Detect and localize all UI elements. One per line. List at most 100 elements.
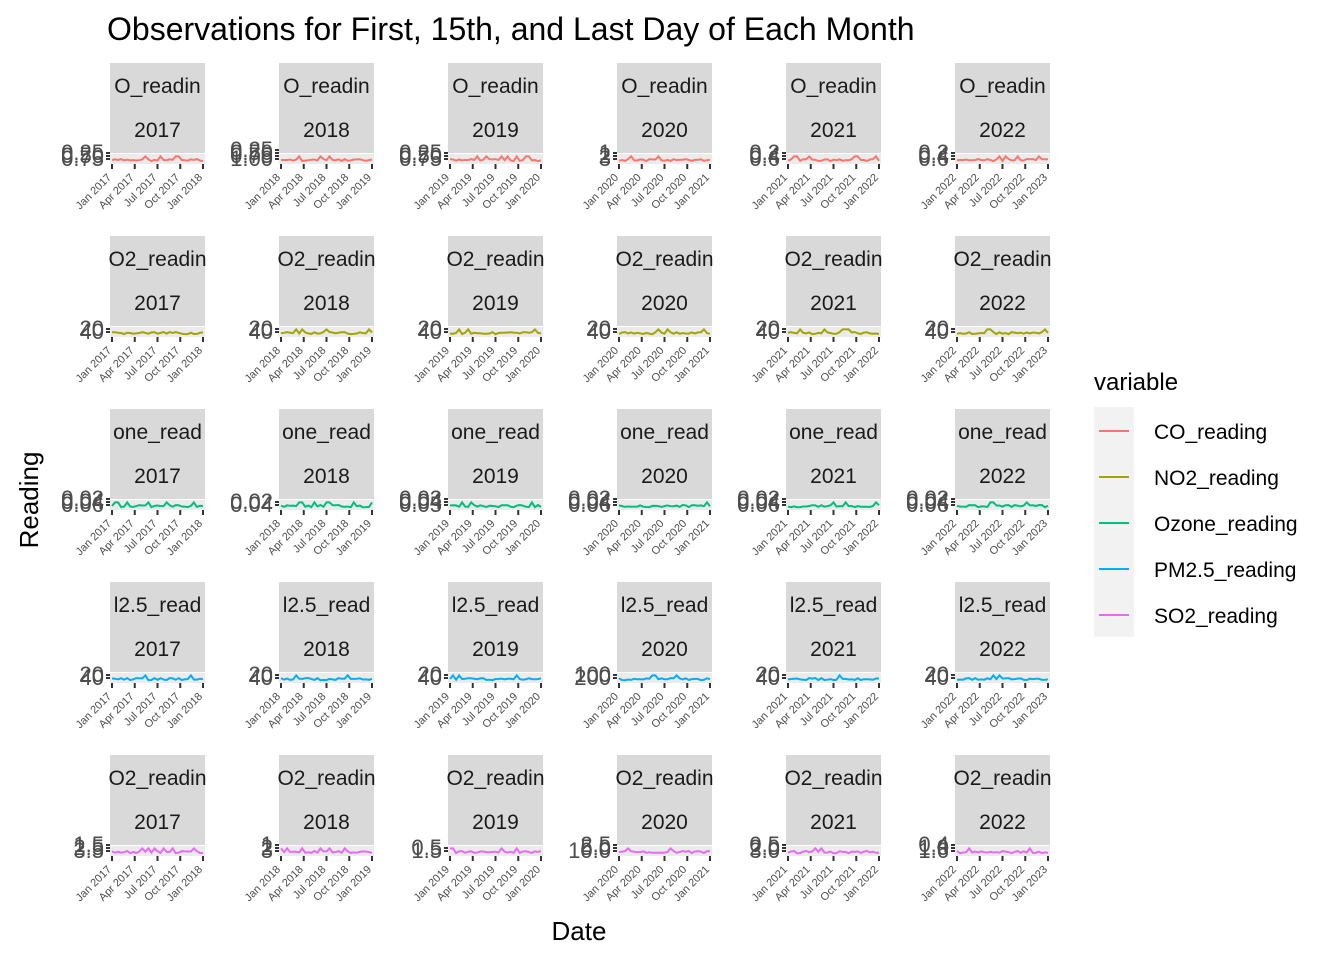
- y-tick-label: 0.04: [568, 489, 611, 514]
- facet-strip-year: 2022: [979, 638, 1026, 661]
- facet-strip-year: 2021: [810, 119, 857, 142]
- y-tick-label: 0.04: [230, 492, 273, 517]
- facet-strip: [617, 236, 712, 326]
- y-tick-label: 0.06: [737, 492, 780, 517]
- facet-strip-variable: l2.5_read: [790, 594, 878, 617]
- facet-strip: [448, 409, 543, 499]
- facet-strip: [448, 63, 543, 153]
- y-tick-label: 0.04: [737, 489, 780, 514]
- facet-strip-year: 2017: [134, 119, 181, 142]
- y-tick-label: 0.75: [61, 146, 104, 171]
- y-tick-label: 20: [418, 316, 442, 341]
- y-tick-label: 0.50: [61, 143, 104, 168]
- facet-strip-variable: O2_readin: [277, 767, 375, 790]
- y-tick-label: 0.25: [399, 140, 442, 165]
- facet-strip-variable: l2.5_read: [114, 594, 202, 617]
- facet-strip: [955, 582, 1050, 672]
- series-line: [111, 500, 204, 509]
- series-line: [618, 154, 711, 163]
- facet-strip-variable: l2.5_read: [621, 594, 709, 617]
- facet-strip-variable: one_read: [958, 421, 1047, 444]
- y-axis-label: Reading: [14, 452, 44, 549]
- facet-strip: [448, 755, 543, 845]
- facet-strip-year: 2020: [641, 811, 688, 834]
- facet-strip-variable: O_readin: [114, 75, 200, 98]
- y-tick-label: 40: [418, 665, 442, 690]
- facet-strip-variable: one_read: [282, 421, 371, 444]
- facet-strip-year: 2017: [134, 811, 181, 834]
- facet-strip-variable: O_readin: [790, 75, 876, 98]
- y-tick-label: 0.04: [61, 489, 104, 514]
- y-tick-label: 20: [925, 662, 949, 687]
- y-tick-label: 3: [261, 838, 273, 863]
- facet-strip-year: 2021: [810, 811, 857, 834]
- y-tick-label: 40: [80, 319, 104, 344]
- facet-strip-year: 2021: [810, 465, 857, 488]
- series-line: [618, 674, 711, 682]
- y-tick-label: 0.06: [61, 492, 104, 517]
- panel-background: [617, 673, 712, 683]
- series-line: [956, 500, 1049, 509]
- y-tick-label: 2.5: [73, 835, 104, 860]
- y-tick-label: 3: [599, 146, 611, 171]
- y-tick-label: 0.02: [568, 486, 611, 511]
- panel-background: [617, 500, 712, 510]
- y-tick-label: 20: [756, 662, 780, 687]
- facet-strip-variable: O_readin: [452, 75, 538, 98]
- y-tick-label: 0.02: [230, 489, 273, 514]
- facet-strip: [279, 755, 374, 845]
- facet-strip-variable: O2_readin: [615, 248, 713, 271]
- y-tick-label: 40: [756, 319, 780, 344]
- y-tick-label: 40: [249, 665, 273, 690]
- y-tick-label: 0.75: [399, 146, 442, 171]
- series-line: [449, 500, 542, 509]
- facet-strip-year: 2022: [979, 292, 1026, 315]
- series-line: [787, 846, 880, 855]
- panel-background: [110, 673, 205, 683]
- y-tick-label: 0.4: [918, 143, 949, 168]
- y-tick-label: 0.6: [749, 146, 780, 171]
- series-line: [280, 327, 373, 336]
- facet-strip-variable: O2_readin: [953, 767, 1051, 790]
- y-tick-label: 0.02: [61, 486, 104, 511]
- facet-strip-year: 2022: [979, 119, 1026, 142]
- series-line: [449, 327, 542, 336]
- y-tick-label: 0.02: [737, 486, 780, 511]
- series-line: [449, 154, 542, 163]
- y-tick-label: 0.02: [906, 486, 949, 511]
- y-tick-label: 0.2: [749, 140, 780, 165]
- facet-strip: [617, 63, 712, 153]
- y-tick-label: 40: [756, 665, 780, 690]
- facet-strip-year: 2022: [979, 465, 1026, 488]
- y-tick-label: 0.75: [230, 143, 273, 168]
- y-tick-label: 0.4: [749, 143, 780, 168]
- facet-strip: [955, 755, 1050, 845]
- facet-strip-year: 2019: [472, 465, 519, 488]
- facet-strip: [110, 582, 205, 672]
- facet-strip: [279, 582, 374, 672]
- series-line: [280, 500, 373, 509]
- y-tick-label: 0.6: [918, 146, 949, 171]
- facet-strip-variable: l2.5_read: [283, 594, 371, 617]
- facet-strip-year: 2019: [472, 811, 519, 834]
- y-tick-label: 1: [599, 140, 611, 165]
- facet-strip-year: 2020: [641, 465, 688, 488]
- facet-strip: [279, 236, 374, 326]
- y-tick-label: 0.03: [399, 486, 442, 511]
- y-tick-label: 0.25: [61, 140, 104, 165]
